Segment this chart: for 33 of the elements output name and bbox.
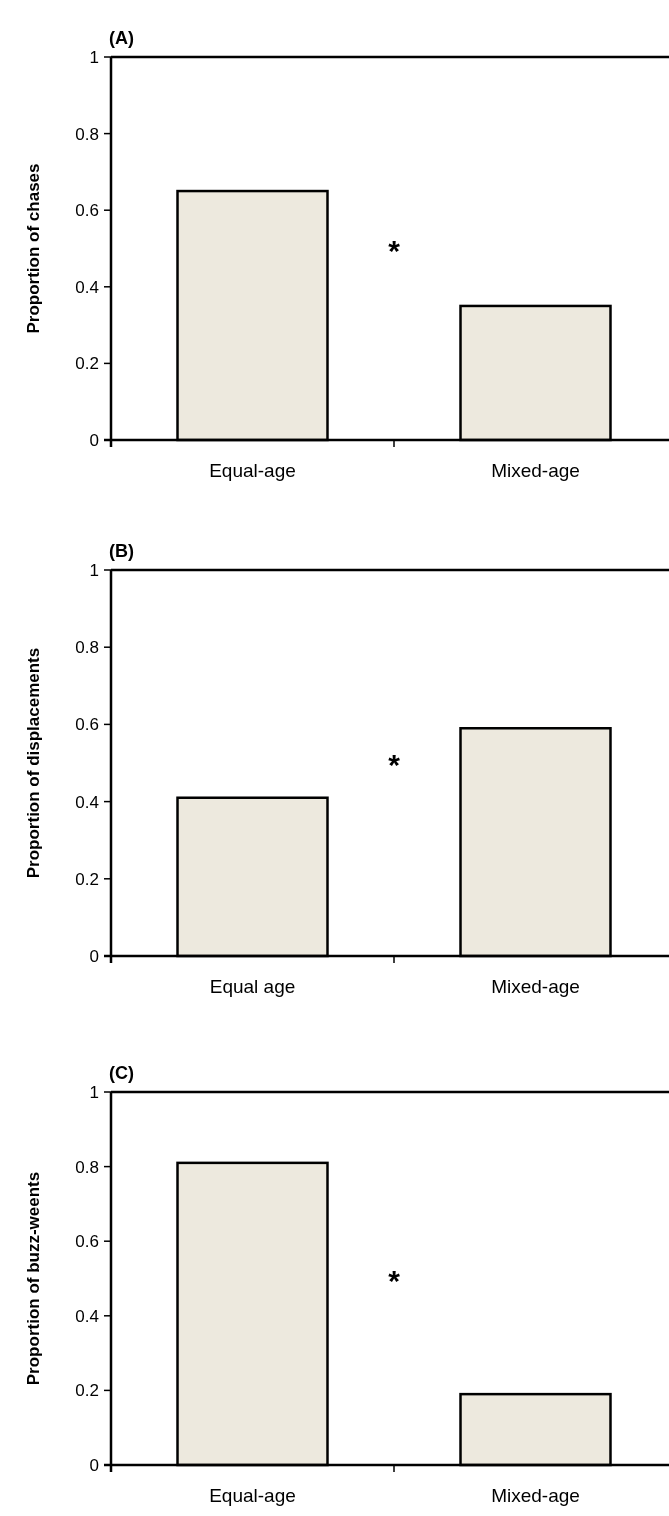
x-tick-label: Mixed-age: [491, 1485, 580, 1506]
y-tick-label: 0.8: [75, 124, 99, 144]
x-tick-label: Mixed-age: [491, 460, 580, 481]
x-tick-label: Mixed-age: [491, 976, 580, 997]
y-tick-label: 0.2: [75, 869, 99, 889]
y-tick-label: 0.6: [75, 1232, 99, 1252]
chart-title: (B): [109, 541, 134, 561]
y-axis-title: Proportion of chases: [24, 163, 43, 334]
y-tick-label: 1: [89, 47, 99, 67]
y-tick-label: 0: [89, 946, 99, 966]
y-tick-label: 1: [89, 560, 99, 580]
x-tick-label: Equal age: [209, 976, 296, 997]
y-tick-label: 0.6: [75, 715, 99, 735]
y-tick-label: 0.8: [75, 1157, 99, 1177]
y-axis-title: Proportion of displacements: [24, 647, 43, 879]
y-axis-title: Proportion of buzz-weents: [24, 1171, 43, 1386]
y-tick-label: 0: [89, 1455, 99, 1475]
y-tick-label: 0.6: [75, 201, 99, 221]
y-tick-label: 0.4: [75, 792, 99, 812]
y-tick-label: 0: [89, 430, 99, 450]
y-tick-label: 0.4: [75, 1306, 99, 1326]
chart-title: (A): [109, 28, 134, 48]
annotation: *: [388, 233, 401, 267]
chart-title: (C): [109, 1063, 134, 1083]
y-tick-label: 0.2: [75, 1381, 99, 1401]
y-tick-label: 0.4: [75, 277, 99, 297]
x-tick-label: Equal-age: [209, 1485, 296, 1506]
annotation: *: [388, 748, 401, 781]
x-tick-label: Equal-age: [209, 460, 296, 481]
y-tick-label: 0.8: [75, 638, 99, 658]
y-tick-label: 0.2: [75, 354, 99, 374]
y-tick-label: 1: [89, 1082, 99, 1102]
annotation: *: [388, 1263, 401, 1297]
